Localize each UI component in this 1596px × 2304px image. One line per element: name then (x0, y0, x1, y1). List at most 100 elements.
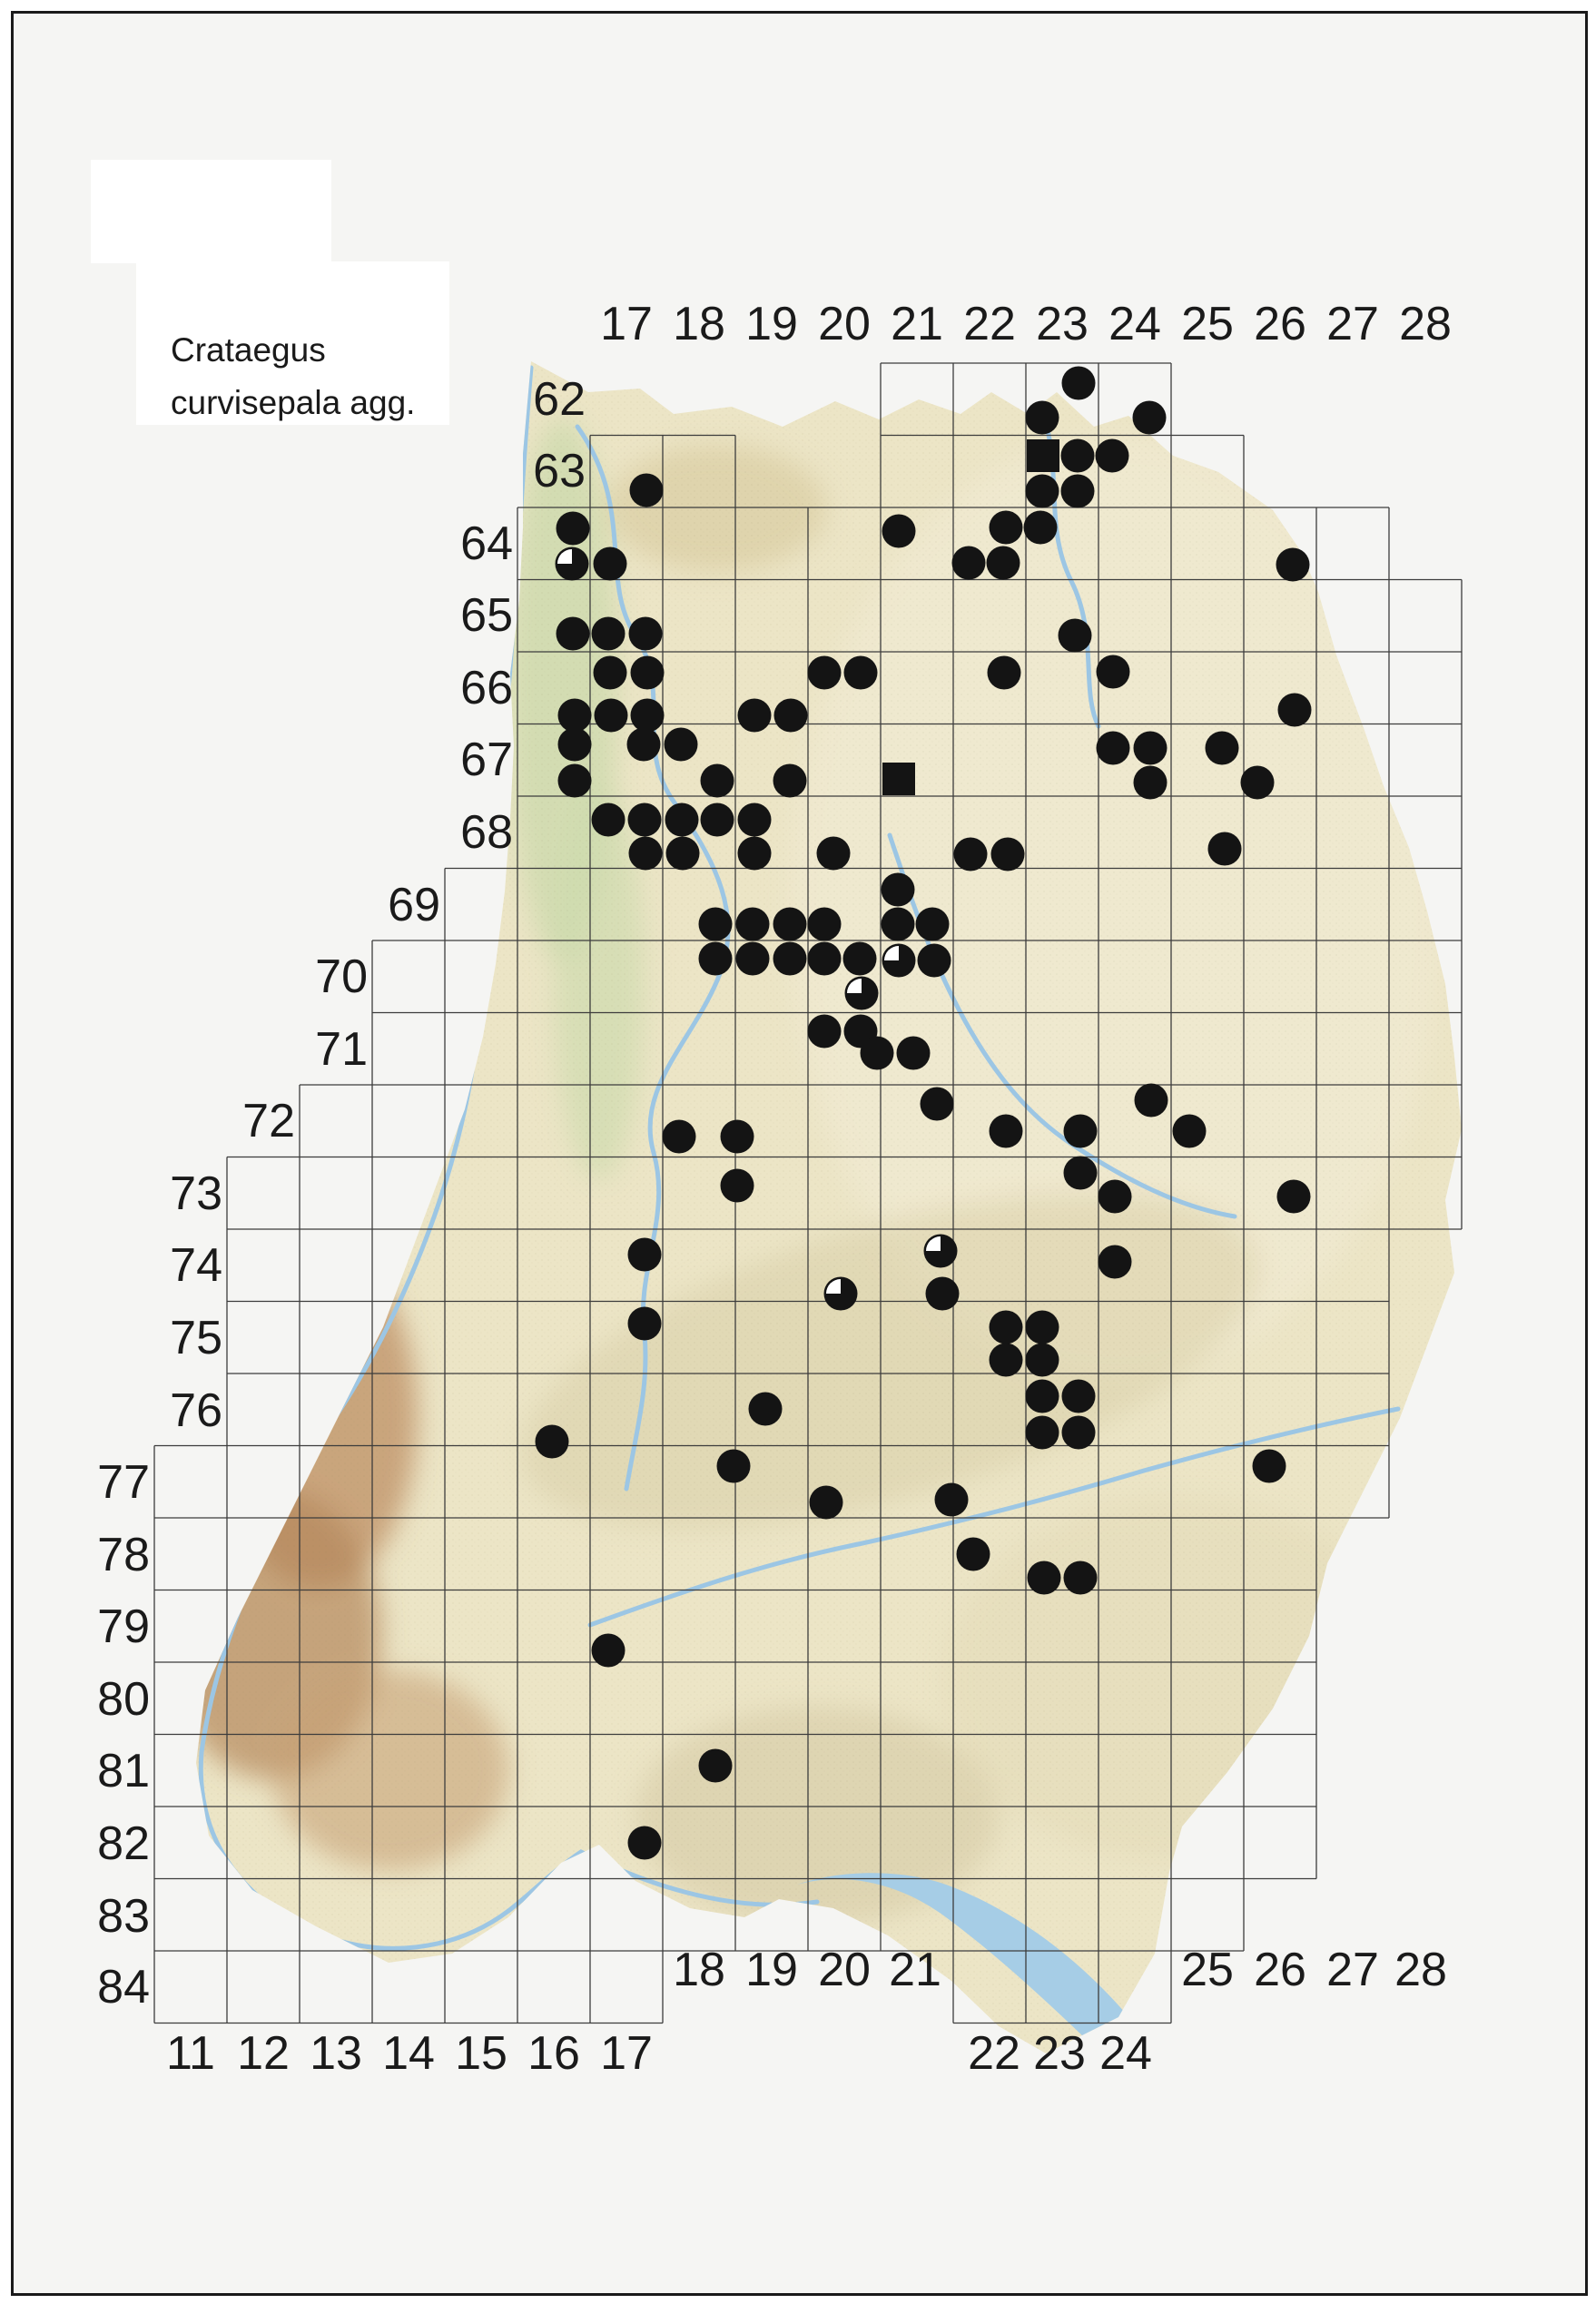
grid-row-label-74: 74 (170, 1239, 222, 1292)
grid-col-label-bottom-14: 14 (382, 2027, 435, 2080)
occurrence-dot (735, 941, 770, 976)
grid-row-label-79: 79 (97, 1600, 150, 1653)
occurrence-dot (1061, 1379, 1096, 1413)
occurrence-dot (716, 1449, 751, 1483)
occurrence-dot (1060, 438, 1095, 473)
occurrence-square (1027, 439, 1059, 472)
occurrence-dot (1134, 1083, 1168, 1118)
grid-row-label-82: 82 (97, 1817, 150, 1870)
occurrence-dot (720, 1168, 754, 1203)
occurrence-dot (535, 1424, 569, 1459)
grid-col-label-bottom-28: 28 (1394, 1944, 1447, 1996)
species-title-line1: Crataegus (171, 331, 326, 369)
occurrence-dot (665, 836, 700, 871)
occurrence-dot (1098, 1245, 1132, 1279)
grid-col-label-bottom-22: 22 (968, 2027, 1020, 2080)
occurrence-dot (627, 802, 662, 837)
occurrence-dot (773, 907, 807, 941)
occurrence-dot (556, 616, 590, 651)
grid-col-label-bottom-16: 16 (527, 2027, 580, 2080)
grid-row-label-62: 62 (533, 373, 586, 426)
grid-col-label-top-25: 25 (1181, 298, 1234, 350)
occurrence-dot (748, 1392, 783, 1426)
occurrence-dot (989, 1343, 1023, 1377)
grid-row-label-65: 65 (460, 589, 513, 642)
grid-row-label-72: 72 (242, 1095, 295, 1147)
occurrence-half-dot (555, 546, 589, 581)
occurrence-dot (986, 546, 1020, 580)
occurrence-dot (628, 836, 663, 871)
occurrence-dot (925, 1276, 960, 1311)
occurrence-half-dot (923, 1234, 958, 1268)
occurrence-dot (860, 1036, 894, 1070)
occurrence-dot (698, 907, 733, 941)
grid-col-label-top-27: 27 (1326, 298, 1379, 350)
occurrence-dot (1060, 474, 1095, 508)
grid-row-label-71: 71 (315, 1023, 368, 1076)
occurrence-dot (630, 655, 665, 690)
occurrence-dot (920, 1087, 954, 1121)
occurrence-dot (807, 907, 842, 941)
grid-col-label-top-19: 19 (745, 298, 798, 350)
occurrence-dot (557, 698, 592, 733)
grid-col-label-bottom-25: 25 (1181, 1944, 1234, 1996)
grid-row-label-83: 83 (97, 1890, 150, 1943)
grid-col-label-bottom-15: 15 (455, 2027, 507, 2080)
occurrence-dot (1063, 1561, 1098, 1595)
occurrence-dot (630, 698, 665, 733)
half-dot-white-quadrant (557, 549, 572, 564)
occurrence-dot (989, 510, 1023, 545)
occurrence-square (882, 763, 915, 795)
occurrence-dot (1098, 1179, 1132, 1214)
occurrence-dot (843, 655, 878, 690)
grid-row-label-64: 64 (460, 517, 513, 570)
legend-blank-box (91, 160, 331, 263)
occurrence-dot (1205, 731, 1239, 765)
grid-row-label-63: 63 (533, 445, 586, 497)
half-dot-white-quadrant (884, 946, 899, 960)
occurrence-dot (627, 1826, 662, 1860)
occurrence-dot (629, 473, 664, 507)
half-dot-white-quadrant (926, 1236, 941, 1251)
grid-row-label-77: 77 (97, 1456, 150, 1509)
occurrence-dot (1096, 731, 1130, 765)
occurrence-dot (1027, 1561, 1061, 1595)
occurrence-dot (915, 907, 950, 941)
axis-label-layer: 17 18 19 20 21 22 23 24 25 26 27 286263646566676869… (97, 298, 1452, 2080)
occurrence-dot (591, 616, 626, 651)
grid-col-label-top-23: 23 (1036, 298, 1089, 350)
grid-row-label-69: 69 (388, 879, 440, 931)
grid-row-label-81: 81 (97, 1745, 150, 1797)
occurrence-dot (1252, 1449, 1286, 1483)
occurrence-dot (737, 698, 772, 733)
grid-row-label-84: 84 (97, 1961, 150, 2014)
grid-row-label-78: 78 (97, 1529, 150, 1581)
occurrence-dot (556, 511, 590, 546)
occurrence-dot (989, 1310, 1023, 1344)
grid-row-label-68: 68 (460, 806, 513, 859)
occurrence-dot (1023, 510, 1058, 545)
grid-col-label-bottom-13: 13 (310, 2027, 362, 2080)
occurrence-dot (809, 1485, 843, 1520)
occurrence-dot (664, 727, 698, 762)
occurrence-dot (1133, 765, 1167, 800)
occurrence-dot (557, 727, 592, 762)
occurrence-dot (807, 941, 842, 976)
grid-col-label-top-17: 17 (600, 298, 653, 350)
occurrence-dot (956, 1537, 990, 1571)
occurrence-dot (1025, 1310, 1059, 1344)
occurrence-dot (1277, 693, 1312, 727)
occurrence-dot (773, 941, 807, 976)
occurrence-dot (1063, 1114, 1098, 1148)
occurrence-dot (1063, 1156, 1098, 1190)
occurrence-dot (735, 907, 770, 941)
occurrence-dot (737, 836, 772, 871)
occurrence-dot (896, 1036, 931, 1070)
occurrence-dot (1133, 731, 1167, 765)
grid-row-label-73: 73 (170, 1167, 222, 1220)
occurrence-dot (1132, 400, 1167, 435)
occurrence-dot (1058, 618, 1092, 653)
grid-col-label-top-28: 28 (1399, 298, 1452, 350)
occurrence-half-dot (882, 943, 916, 978)
occurrence-dot (1276, 547, 1310, 582)
